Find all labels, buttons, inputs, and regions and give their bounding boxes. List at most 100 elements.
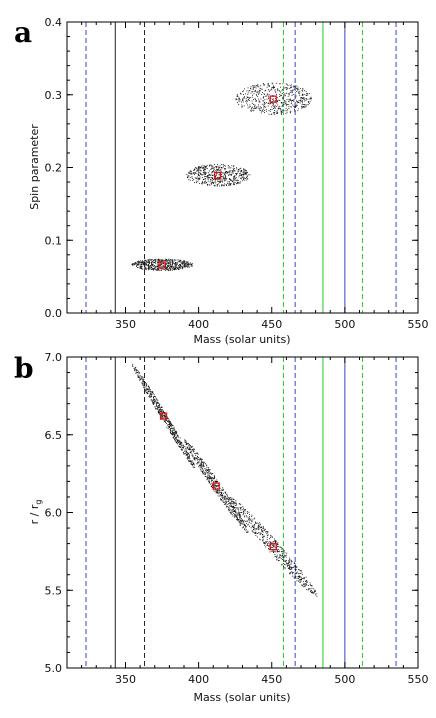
panel-b-cloud-2-point (292, 575, 294, 577)
panel-b-cloud-2-point (295, 577, 297, 579)
panel-a-cloud-2-point (301, 94, 303, 96)
panel-a-cloud-1-point (229, 173, 231, 175)
panel-b-cloud-0-point (162, 416, 164, 418)
panel-b-cloud-2-point (268, 548, 270, 550)
panel-b-cloud-0-point (151, 402, 153, 404)
panel-b-cloud-0-point (157, 406, 159, 408)
panel-b-cloud-1-point (225, 500, 227, 502)
panel-a-cloud-1-point (201, 182, 203, 184)
panel-b-cloud-0-point (179, 446, 181, 448)
panel-b-cloud-2-point (296, 566, 298, 568)
panel-a-cloud-0-point (169, 267, 171, 268)
panel-b-cloud-2-point (231, 497, 233, 499)
panel-a-cloud-0-point (183, 264, 185, 266)
panel-a-cloud-0-point (142, 262, 143, 263)
panel-b-cloud-1-point (202, 471, 204, 473)
panel-b-cloud-0-point (143, 380, 145, 382)
panel-b-cloud-0-point (179, 440, 181, 442)
panel-a-cloud-2-point (273, 106, 275, 108)
panel-a-cloud-2-point (291, 92, 293, 94)
panel-a-cloud-1-point (245, 173, 247, 175)
panel-a-cloud-2-point (266, 110, 268, 112)
panel-b-cloud-2-point (259, 534, 261, 536)
panel-b-cloud-0-point (174, 435, 176, 437)
panel-a-cloud-0-point (141, 261, 143, 263)
panel-b-cloud-0-point (164, 421, 166, 423)
panel-a-cloud-2-point (261, 94, 263, 96)
panel-a-cloud-2-point (275, 111, 277, 113)
panel-a-cloud-0-point (164, 269, 166, 271)
panel-a-cloud-1-point (241, 173, 243, 175)
panel-b-cloud-1-point (220, 499, 222, 501)
panel-a-cloud-1-point (202, 179, 204, 180)
panel-a-cloud-1-point (212, 179, 214, 180)
panel-a-cloud-1-point (224, 171, 226, 173)
panel-b-cloud-2-point (306, 582, 308, 584)
panel-a-cloud-1-point (205, 172, 207, 174)
panel-b-cloud-0-point (154, 395, 156, 397)
panel-b-cloud-0-point (162, 414, 164, 416)
panel-b-cloud-2-point (293, 572, 295, 574)
panel-a-cloud-1-point (210, 179, 212, 181)
panel-b-cloud-0-point (155, 407, 156, 409)
panel-a-xtick-label: 450 (261, 318, 282, 331)
panel-a-cloud-1-point (243, 177, 245, 179)
panel-b-cloud-1-point (197, 453, 199, 455)
panel-a-cloud-0-point (161, 260, 162, 262)
panel-a-cloud-0-point (176, 259, 178, 261)
panel-a-cloud-2-point (252, 87, 254, 89)
panel-a-cloud-0-point (190, 263, 192, 265)
panel-a-cloud-2-point (261, 88, 263, 90)
panel-a-cloud-0-point (171, 260, 173, 262)
panel-a-cloud-2-point (287, 85, 289, 87)
panel-b-cloud-1-point (196, 463, 198, 465)
panel-b-cloud-2-point (283, 550, 285, 552)
panel-a-cloud-1-point (204, 176, 206, 178)
panel-a-cloud-2-point (239, 99, 241, 101)
panel-a-cloud-0-point (186, 261, 188, 262)
panel-a-cloud-2-point (290, 102, 292, 104)
panel-a-cloud-1-point (223, 178, 225, 179)
panel-a-cloud-0-point (135, 263, 137, 265)
panel-a-cloud-0-point (170, 261, 172, 263)
panel-b-cloud-2-point (266, 541, 268, 543)
panel-a-cloud-2-point (252, 86, 254, 88)
panel-a-cloud-0-point (157, 266, 159, 268)
panel-a-cloud-2-point (285, 87, 287, 89)
panel-a-cloud-2-point (263, 95, 265, 97)
panel-b-cloud-1-point (243, 521, 245, 523)
panel-a-cloud-1 (186, 164, 251, 187)
panel-b-cloud-0-point (180, 448, 182, 450)
panel-a-cloud-2-point (293, 99, 295, 100)
panel-b-cloud-2-point (241, 512, 243, 514)
panel-b-cloud-2-point (249, 514, 251, 515)
panel-b-cloud-0-point (181, 442, 183, 444)
panel-a-cloud-0-point (156, 266, 158, 268)
panel-a-cloud-2-point (262, 99, 264, 101)
panel-a-cloud-0-point (179, 261, 181, 263)
panel-a-cloud-0-point (180, 262, 182, 264)
panel-a-cloud-1-point (234, 176, 236, 178)
panel-b-ytick-label: 6.5 (45, 429, 63, 442)
panel-a-cloud-1-point (230, 184, 232, 186)
panel-b-cloud-1-point (234, 511, 236, 513)
panel-b-cloud-2-point (270, 537, 272, 539)
panel-a-cloud-2-point (256, 106, 258, 108)
panel-a-cloud-1-point (203, 170, 205, 172)
panel-a-cloud-0-point (133, 264, 135, 266)
panel-b-cloud-2-point (281, 551, 283, 553)
panel-a-cloud-2-point (284, 95, 286, 97)
panel-a-cloud-0-point (155, 260, 157, 262)
panel-b-cloud-1-point (192, 448, 194, 450)
panel-a-cloud-2-point (285, 87, 287, 88)
panel-b-cloud-1-point (214, 484, 216, 486)
panel-b-cloud-1-point (242, 520, 244, 522)
panel-b-cloud-1-point (204, 471, 206, 473)
panel-a-cloud-1-point (197, 168, 199, 170)
panel-b-cloud-2-point (284, 567, 286, 569)
panel-a-cloud-0-point (173, 260, 175, 262)
panel-a-cloud-0-point (143, 263, 145, 265)
panel-b-cloud-2-point (286, 552, 288, 554)
panel-b-cloud-2-point (315, 593, 317, 595)
panel-b-cloud-1-point (198, 466, 200, 468)
